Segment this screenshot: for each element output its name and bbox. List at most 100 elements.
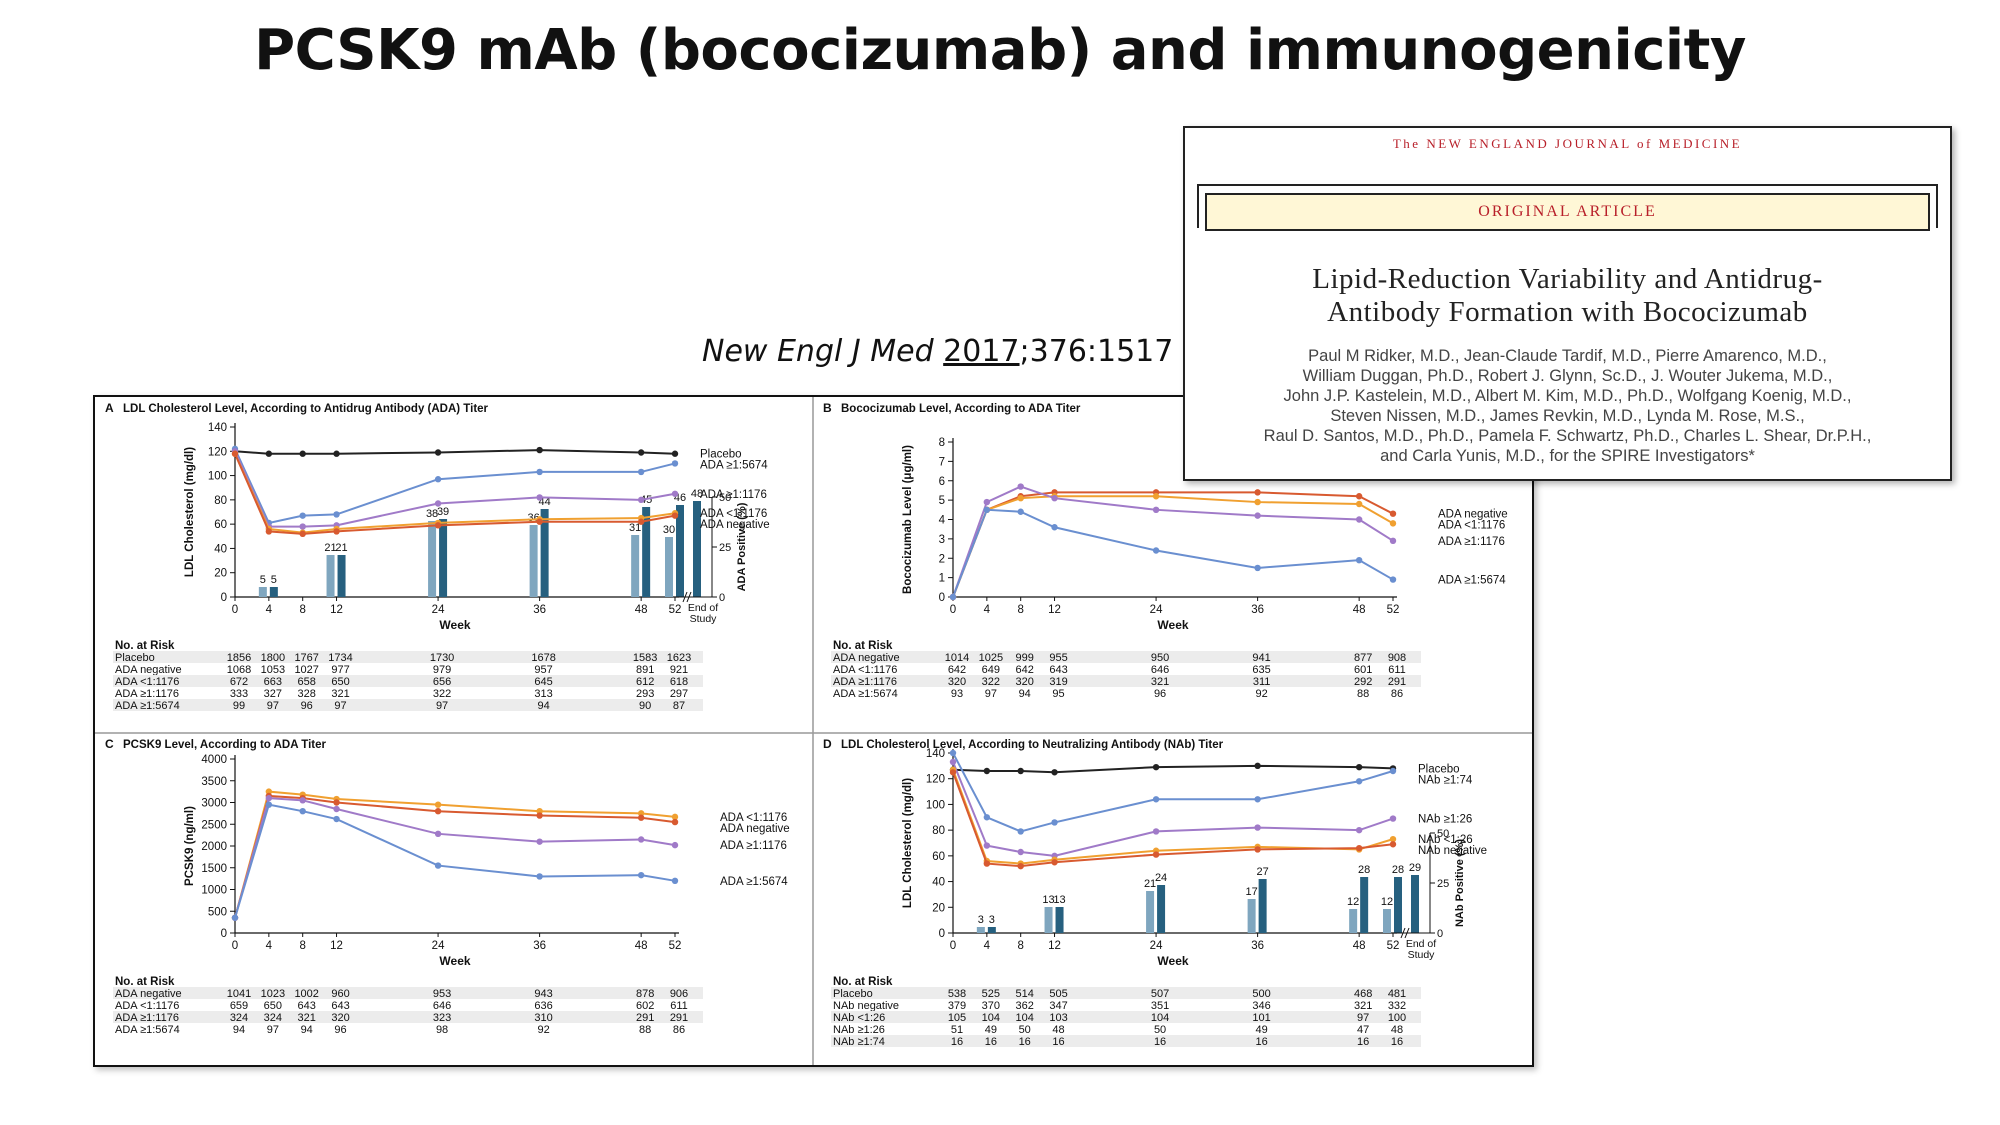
series-point — [983, 506, 991, 514]
risk-row-label: ADA <1:1176 — [115, 1000, 179, 1012]
bar-axis-label: ADA Positive (%) — [736, 502, 748, 591]
series-line — [234, 790, 676, 919]
end-of-study-label: Study — [690, 613, 718, 625]
series-point — [1389, 520, 1397, 527]
risk-cell: 642 — [948, 664, 966, 676]
x-tick-label: 52 — [669, 604, 682, 616]
risk-cell: 87 — [673, 700, 685, 712]
series-point — [637, 871, 645, 879]
x-axis-label: Week — [439, 618, 470, 632]
series-point — [1254, 846, 1261, 853]
x-tick-label: 24 — [432, 604, 445, 616]
bar-tick-label: 0 — [1437, 928, 1443, 940]
bar-axis-label: NAb Positive (%) — [1454, 839, 1466, 927]
risk-header: No. at Risk — [115, 640, 175, 652]
bar-dark — [1157, 885, 1166, 933]
risk-cell: 612 — [636, 676, 654, 688]
x-tick-label: 4 — [984, 940, 991, 952]
series-line — [952, 764, 1394, 774]
series-line — [952, 491, 1394, 598]
slide-title: PCSK9 mAb (bococizumab) and immunogenici… — [254, 18, 1746, 83]
series-point — [671, 813, 679, 821]
risk-cell: 328 — [298, 688, 316, 700]
risk-cell: 323 — [433, 1012, 451, 1024]
series-point — [983, 767, 991, 775]
risk-cell: 50 — [1019, 1024, 1031, 1036]
bar-value-label: 12 — [1381, 896, 1393, 908]
bar-value-label: 31 — [629, 522, 641, 534]
risk-cell: 99 — [233, 700, 245, 712]
x-tick-label: 52 — [669, 940, 682, 952]
risk-row-label: ADA negative — [115, 664, 182, 676]
author-line: Steven Nissen, M.D., James Revkin, M.D.,… — [1330, 407, 1805, 425]
series-point — [949, 769, 957, 776]
y-tick-label: 140 — [208, 422, 227, 434]
bar-tick-label: 50 — [1437, 828, 1449, 840]
risk-cell: 324 — [230, 1012, 248, 1024]
risk-cell: 618 — [670, 676, 688, 688]
x-tick-label: 36 — [533, 940, 546, 952]
bar-light — [976, 927, 985, 933]
risk-cell: 955 — [1049, 652, 1067, 664]
x-tick-label: 8 — [299, 604, 305, 616]
series-point — [1017, 767, 1024, 775]
series-point — [1355, 763, 1363, 771]
panel-letter: A — [105, 401, 114, 415]
y-tick-label: 3000 — [201, 798, 227, 810]
x-tick-label: 36 — [533, 604, 546, 616]
risk-cell: 1730 — [430, 652, 454, 664]
y-tick-label: 80 — [932, 825, 945, 837]
series-line — [234, 797, 676, 919]
risk-cell: 538 — [948, 988, 966, 1000]
bar-value-label: 5 — [271, 574, 277, 586]
series-point — [1152, 796, 1160, 803]
bar-dark — [1394, 877, 1402, 933]
y-axis-label: PCSK9 (ng/ml) — [184, 806, 196, 886]
risk-cell: 650 — [331, 676, 349, 688]
risk-cell: 96 — [301, 700, 313, 712]
bar-dark — [439, 519, 448, 597]
y-tick-label: 0 — [221, 592, 227, 604]
y-tick-label: 0 — [221, 928, 227, 940]
risk-cell: 292 — [1354, 676, 1372, 688]
bar-dark — [987, 927, 996, 933]
series-point — [299, 450, 306, 457]
citation-year-link[interactable]: 2017 — [943, 334, 1020, 369]
legend-label: NAb negative — [1418, 845, 1487, 857]
x-tick-label: 0 — [950, 940, 956, 952]
risk-cell: 636 — [534, 1000, 552, 1012]
series-point — [1389, 537, 1397, 545]
y-tick-label: 8 — [939, 437, 945, 449]
series-point — [299, 797, 306, 804]
series-point — [434, 449, 442, 456]
series-point — [1389, 841, 1397, 848]
y-tick-label: 40 — [932, 877, 945, 889]
risk-row-label: NAb negative — [833, 1000, 899, 1012]
bar-value-label: 39 — [437, 506, 449, 518]
risk-row-label: ADA negative — [115, 988, 182, 1000]
bar-dark — [1360, 877, 1369, 933]
bar-light — [428, 521, 437, 597]
panel-title: LDL Cholesterol Level, According to Anti… — [123, 403, 489, 415]
risk-cell: 16 — [985, 1036, 997, 1048]
series-point — [333, 799, 340, 806]
panel-title: Bococizumab Level, According to ADA Tite… — [841, 403, 1081, 415]
risk-header: No. at Risk — [115, 976, 175, 988]
risk-row-shade — [831, 1011, 1421, 1023]
risk-cell: 635 — [1252, 664, 1270, 676]
risk-row-label: ADA ≥1:5674 — [115, 1024, 180, 1036]
x-tick-label: 8 — [1017, 604, 1023, 616]
series-point — [637, 449, 645, 456]
series-point — [1051, 524, 1058, 531]
risk-cell: 1027 — [294, 664, 318, 676]
bar-tick-label: 25 — [1437, 878, 1449, 890]
series-point — [265, 794, 273, 802]
citation: New Engl J Med 2017;376:1517 — [702, 334, 1173, 369]
series-point — [299, 808, 306, 815]
risk-cell: 877 — [1354, 652, 1372, 664]
risk-cell: 88 — [639, 1024, 651, 1036]
series-point — [434, 522, 442, 529]
risk-cell: 97 — [1357, 1012, 1369, 1024]
series-point — [671, 512, 679, 519]
bar-tick-label: 0 — [719, 592, 725, 604]
